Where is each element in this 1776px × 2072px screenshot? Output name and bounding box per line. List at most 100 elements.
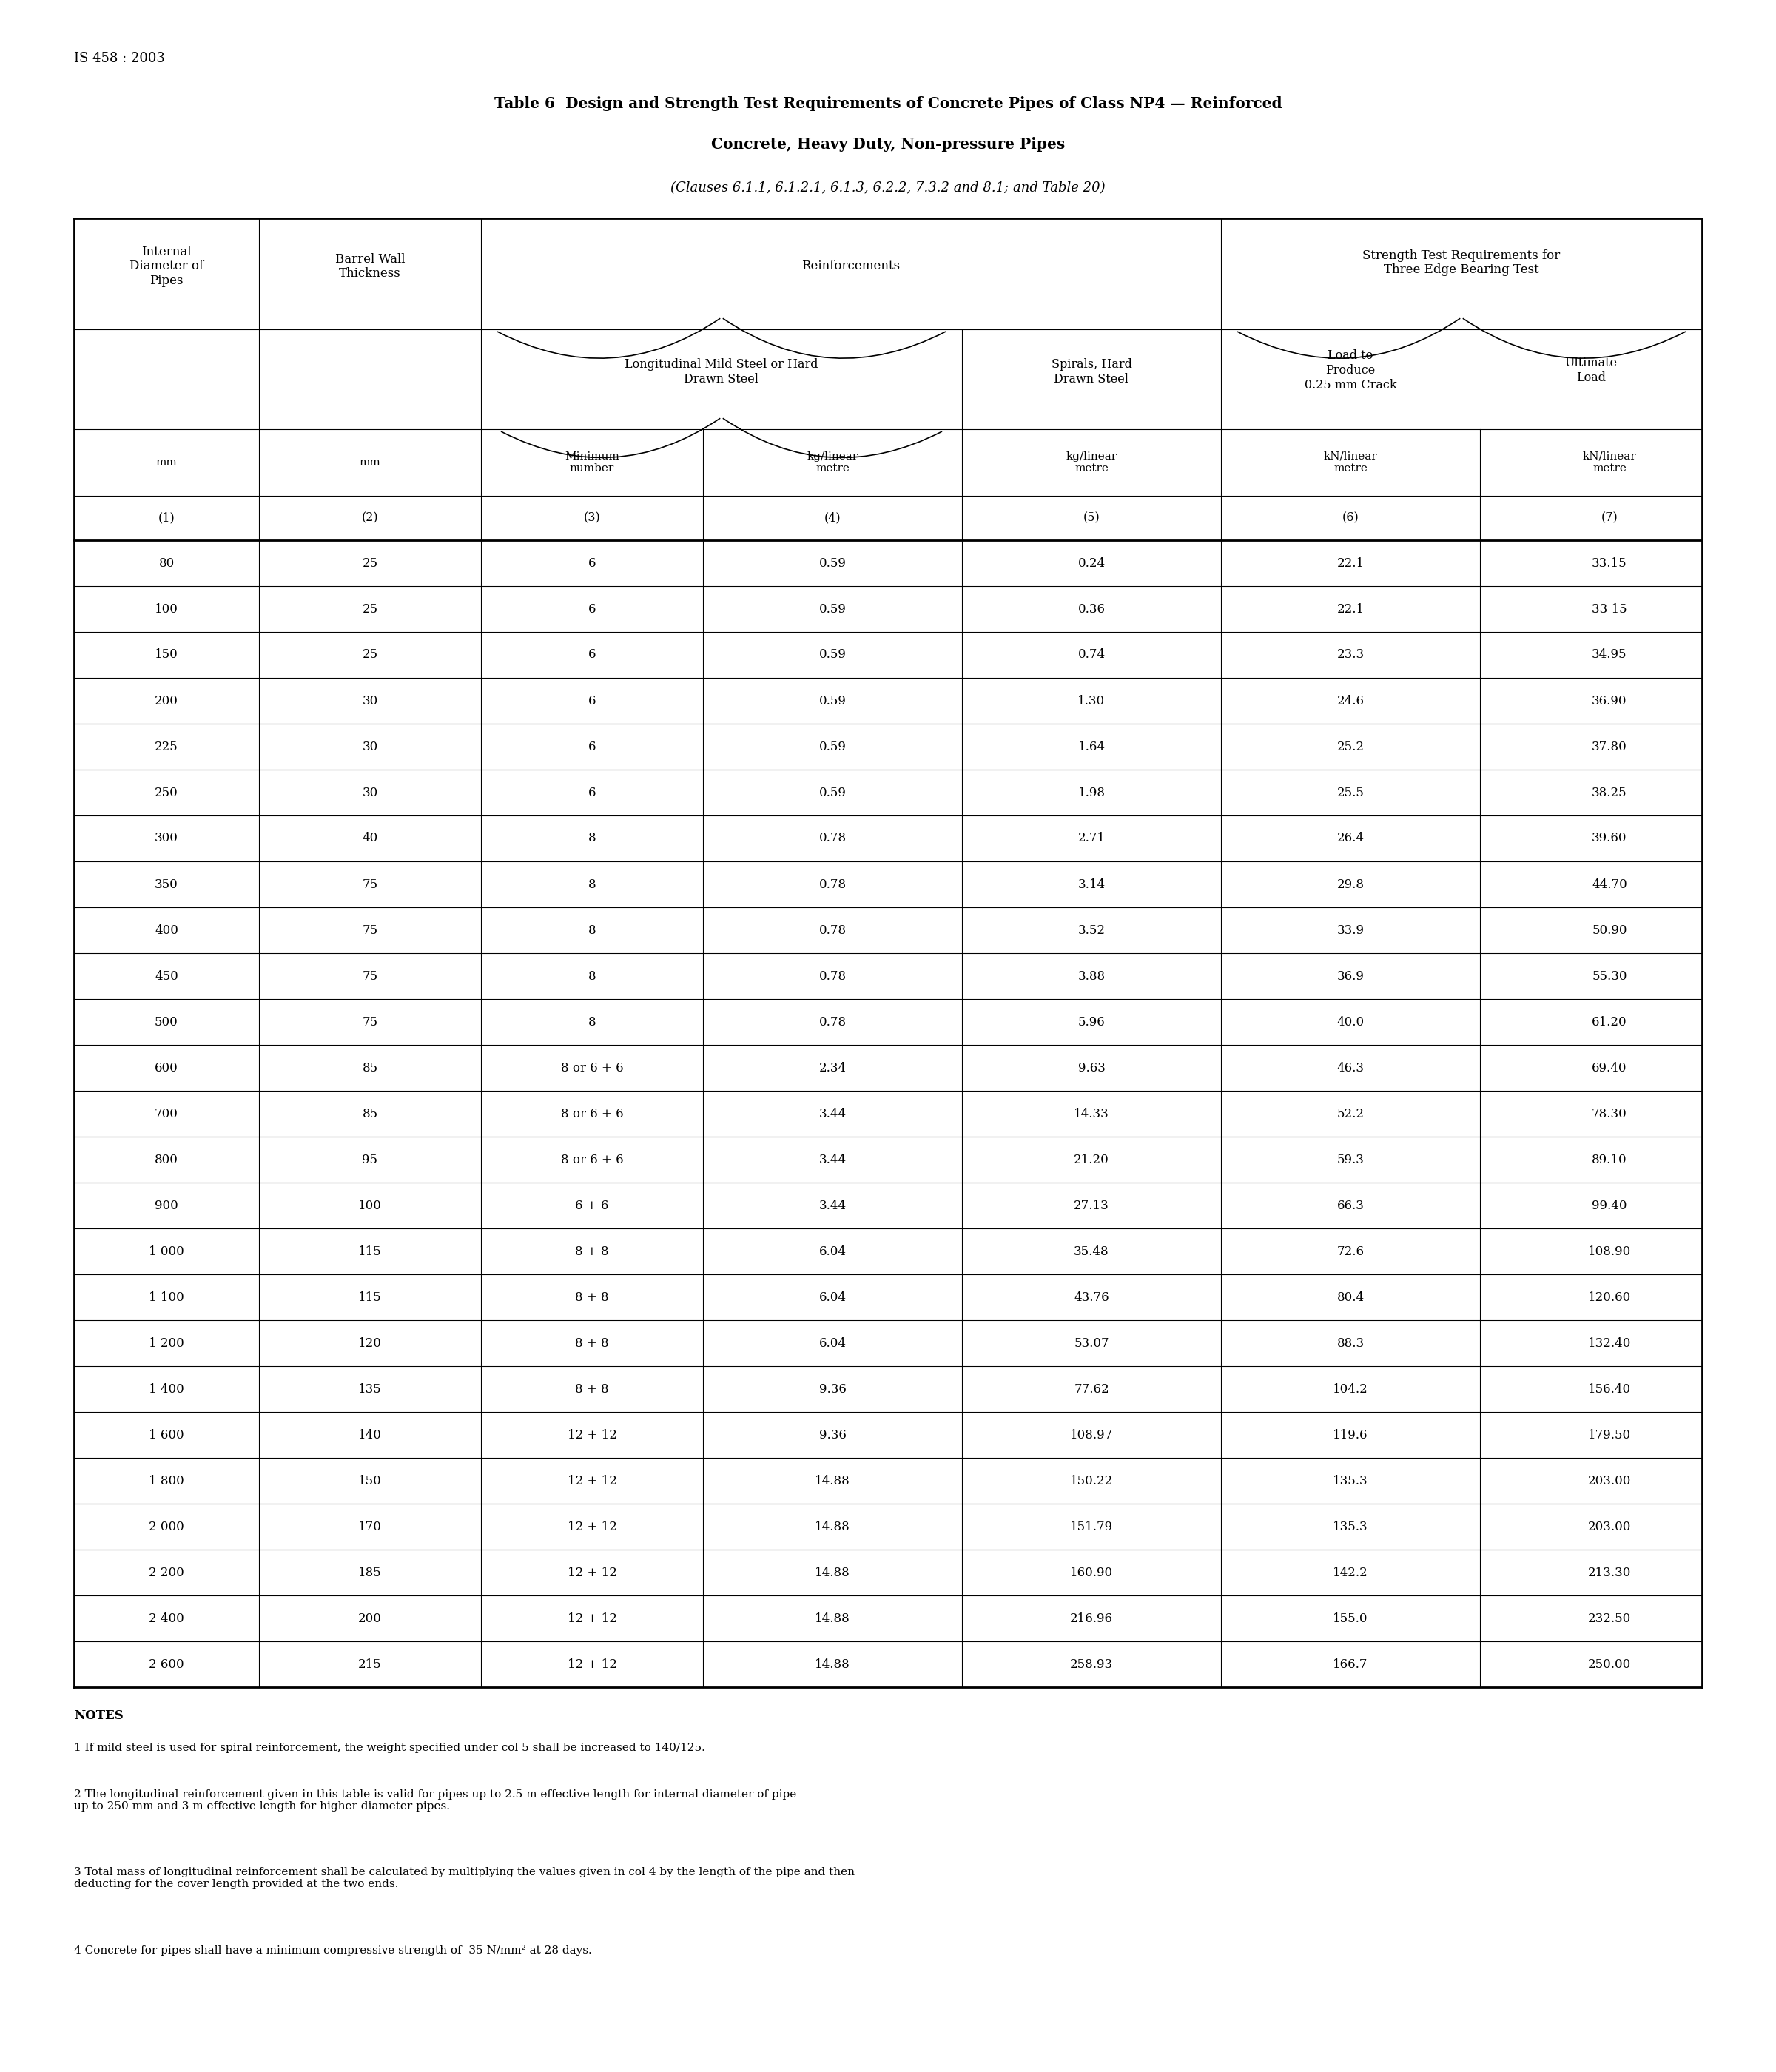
Text: 3.88: 3.88 (1078, 970, 1105, 982)
Text: 30: 30 (362, 740, 378, 752)
Text: 135.3: 135.3 (1332, 1521, 1368, 1533)
Text: 14.88: 14.88 (815, 1612, 851, 1624)
Text: mm: mm (359, 458, 380, 468)
Text: 0.78: 0.78 (819, 970, 845, 982)
Text: 36.9: 36.9 (1337, 970, 1364, 982)
Text: 450: 450 (155, 970, 178, 982)
Text: 185: 185 (359, 1566, 382, 1579)
Text: 1 600: 1 600 (149, 1428, 185, 1442)
Text: 14.88: 14.88 (815, 1658, 851, 1670)
Text: 1 400: 1 400 (149, 1382, 185, 1394)
Text: 12 + 12: 12 + 12 (567, 1521, 616, 1533)
Text: 216.96: 216.96 (1069, 1612, 1114, 1624)
Text: 8: 8 (588, 1015, 597, 1028)
Text: kg/linear
metre: kg/linear metre (1066, 452, 1117, 474)
Text: 119.6: 119.6 (1334, 1428, 1368, 1442)
Text: 200: 200 (359, 1612, 382, 1624)
Text: 59.3: 59.3 (1337, 1154, 1364, 1167)
Text: 0.36: 0.36 (1078, 603, 1105, 615)
Text: Reinforcements: Reinforcements (801, 261, 900, 274)
Text: IS 458 : 2003: IS 458 : 2003 (75, 52, 165, 64)
Text: 135: 135 (359, 1382, 382, 1394)
Text: 38.25: 38.25 (1591, 785, 1627, 800)
Text: 8: 8 (588, 879, 597, 891)
Text: 0.74: 0.74 (1078, 649, 1105, 661)
Text: 22.1: 22.1 (1337, 557, 1364, 570)
Text: 85: 85 (362, 1106, 378, 1121)
Text: 75: 75 (362, 879, 378, 891)
Text: 1 100: 1 100 (149, 1291, 185, 1303)
Text: (1): (1) (158, 512, 174, 524)
Text: 36.90: 36.90 (1591, 694, 1627, 707)
Text: 23.3: 23.3 (1337, 649, 1364, 661)
Text: 25: 25 (362, 557, 378, 570)
Text: 166.7: 166.7 (1334, 1658, 1368, 1670)
Text: 0.59: 0.59 (819, 740, 845, 752)
Text: 24.6: 24.6 (1337, 694, 1364, 707)
Text: 232.50: 232.50 (1588, 1612, 1630, 1624)
Text: 132.40: 132.40 (1588, 1336, 1630, 1349)
Text: 120: 120 (359, 1336, 382, 1349)
Text: kg/linear
metre: kg/linear metre (806, 452, 858, 474)
Text: 27.13: 27.13 (1074, 1200, 1110, 1212)
Text: 600: 600 (155, 1061, 178, 1073)
Text: 100: 100 (359, 1200, 382, 1212)
Text: 6.04: 6.04 (819, 1245, 845, 1258)
Text: 2 400: 2 400 (149, 1612, 185, 1624)
Text: 88.3: 88.3 (1337, 1336, 1364, 1349)
Text: 115: 115 (359, 1245, 382, 1258)
Text: 140: 140 (359, 1428, 382, 1442)
Text: 12 + 12: 12 + 12 (567, 1566, 616, 1579)
Text: 203.00: 203.00 (1588, 1521, 1630, 1533)
Text: 75: 75 (362, 970, 378, 982)
Text: 4 Concrete for pipes shall have a minimum compressive strength of  35 N/mm² at 2: 4 Concrete for pipes shall have a minimu… (75, 1946, 591, 1956)
Text: Spirals, Hard
Drawn Steel: Spirals, Hard Drawn Steel (1051, 358, 1131, 385)
Text: 115: 115 (359, 1291, 382, 1303)
Text: 2.71: 2.71 (1078, 833, 1105, 845)
Text: 50.90: 50.90 (1591, 924, 1627, 937)
Text: 108.97: 108.97 (1069, 1428, 1114, 1442)
Text: 203.00: 203.00 (1588, 1475, 1630, 1488)
Text: 33.9: 33.9 (1337, 924, 1364, 937)
Text: 6: 6 (588, 649, 597, 661)
Text: 156.40: 156.40 (1588, 1382, 1630, 1394)
Text: 6.04: 6.04 (819, 1336, 845, 1349)
Text: 120.60: 120.60 (1588, 1291, 1630, 1303)
Text: 215: 215 (359, 1658, 382, 1670)
Text: 25.2: 25.2 (1337, 740, 1364, 752)
Text: 8: 8 (588, 970, 597, 982)
Text: 12 + 12: 12 + 12 (567, 1475, 616, 1488)
Text: 75: 75 (362, 924, 378, 937)
Text: 0.59: 0.59 (819, 785, 845, 800)
Text: 39.60: 39.60 (1591, 833, 1627, 845)
Text: 53.07: 53.07 (1074, 1336, 1110, 1349)
Text: 8: 8 (588, 924, 597, 937)
Text: 170: 170 (359, 1521, 382, 1533)
Text: 6 + 6: 6 + 6 (575, 1200, 609, 1212)
Text: 1 200: 1 200 (149, 1336, 185, 1349)
Text: 8: 8 (588, 833, 597, 845)
Text: 2 The longitudinal reinforcement given in this table is valid for pipes up to 2.: 2 The longitudinal reinforcement given i… (75, 1790, 796, 1811)
Text: 2 600: 2 600 (149, 1658, 185, 1670)
Text: 2 200: 2 200 (149, 1566, 185, 1579)
Text: 37.80: 37.80 (1591, 740, 1627, 752)
Text: 8 + 8: 8 + 8 (575, 1291, 609, 1303)
Text: 100: 100 (155, 603, 178, 615)
Text: (6): (6) (1343, 512, 1359, 524)
Text: 1 000: 1 000 (149, 1245, 185, 1258)
Text: 25.5: 25.5 (1337, 785, 1364, 800)
Text: (2): (2) (362, 512, 378, 524)
Text: 6: 6 (588, 694, 597, 707)
Text: 14.88: 14.88 (815, 1475, 851, 1488)
Text: kN/linear
metre: kN/linear metre (1582, 452, 1636, 474)
Text: 25: 25 (362, 603, 378, 615)
Text: 55.30: 55.30 (1591, 970, 1627, 982)
Text: 9.63: 9.63 (1078, 1061, 1105, 1073)
Text: 75: 75 (362, 1015, 378, 1028)
Text: Strength Test Requirements for
Three Edge Bearing Test: Strength Test Requirements for Three Edg… (1362, 249, 1561, 276)
Text: (5): (5) (1083, 512, 1099, 524)
Text: 25: 25 (362, 649, 378, 661)
Text: 179.50: 179.50 (1588, 1428, 1630, 1442)
Text: 104.2: 104.2 (1332, 1382, 1368, 1394)
Text: Barrel Wall
Thickness: Barrel Wall Thickness (336, 253, 405, 280)
